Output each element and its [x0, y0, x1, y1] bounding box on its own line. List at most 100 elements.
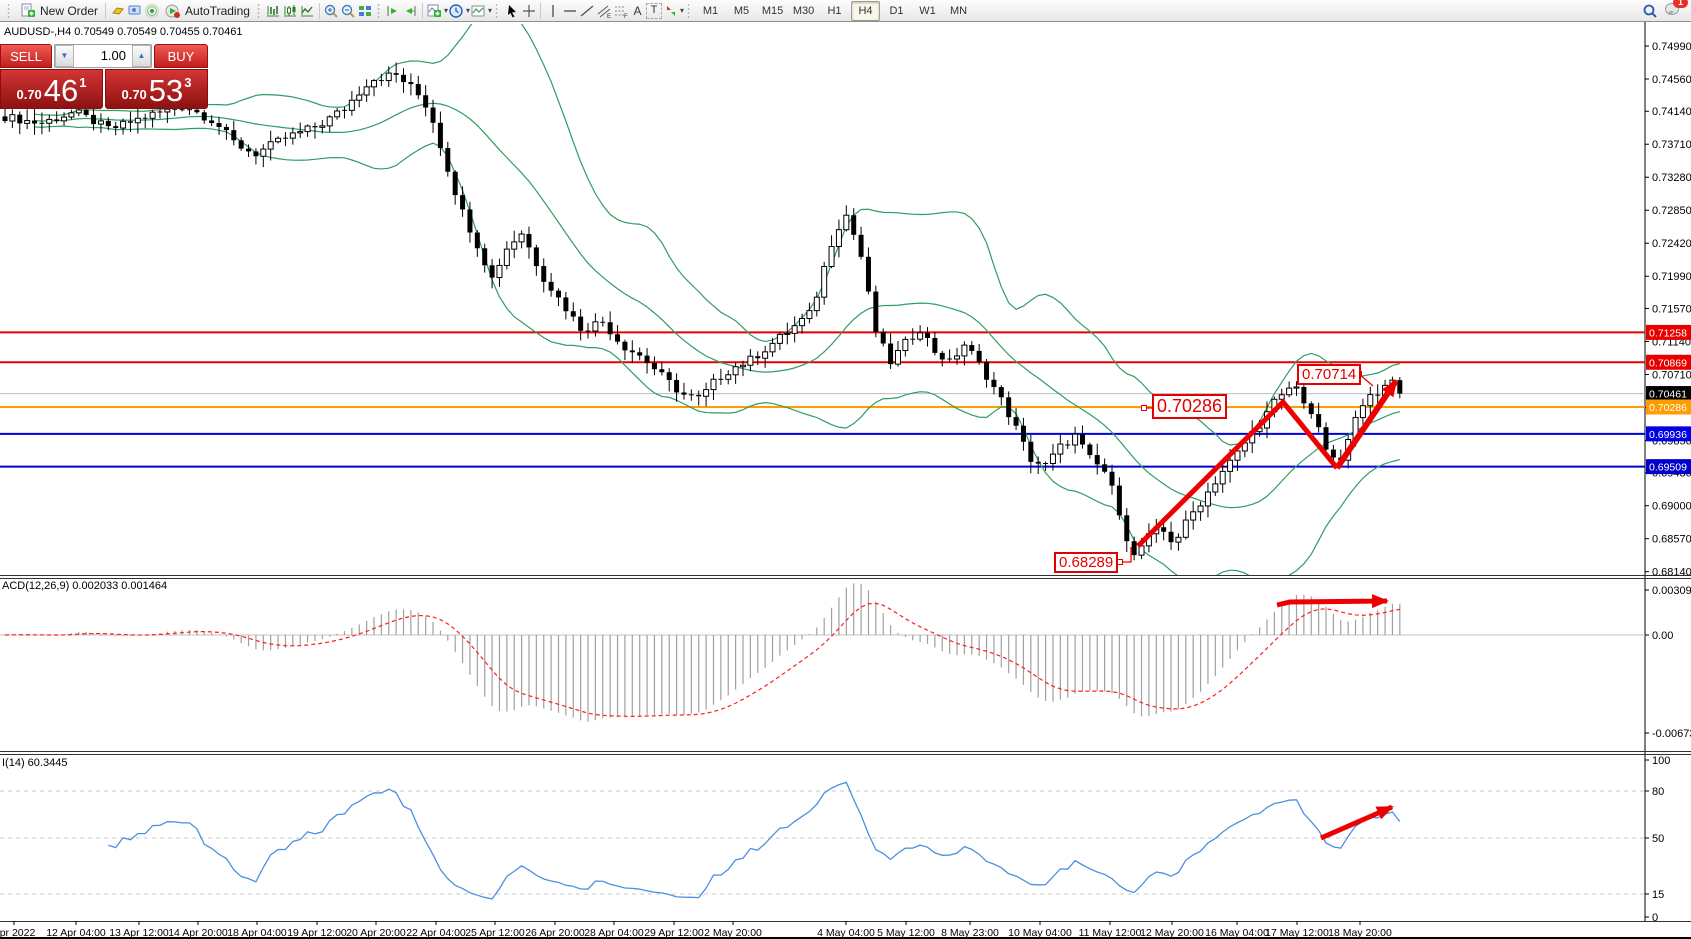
indicators-caret[interactable]: ▾	[443, 6, 448, 15]
timeframe-mn[interactable]: MN	[949, 4, 968, 17]
svg-text:E: E	[607, 14, 611, 19]
timeframe-group: M1 M5 M15 M30 H1 H4 D1 W1 MN	[695, 0, 974, 21]
volume-increase-button[interactable]: ▲	[132, 45, 151, 67]
rsi-layer	[0, 781, 1645, 900]
autotrading-button[interactable]: AutoTrading	[160, 1, 254, 21]
new-order-label: New Order	[40, 3, 99, 18]
chart-ohlc-header: AUDUSD-,H4 0.70549 0.70549 0.70455 0.704…	[4, 26, 243, 38]
gold-bar-icon[interactable]	[109, 3, 126, 19]
svg-text:10 May 04:00: 10 May 04:00	[1008, 927, 1072, 939]
svg-text:18 May 20:00: 18 May 20:00	[1328, 927, 1392, 939]
tile-windows-icon[interactable]	[357, 3, 374, 19]
volume-decrease-button[interactable]: ▼	[55, 45, 74, 67]
sell-price-quote[interactable]: 0.70 46 1	[0, 69, 103, 109]
timeframe-m5[interactable]: M5	[733, 4, 750, 17]
cursor-icon[interactable]	[503, 3, 520, 19]
svg-text:13 Apr 12:00: 13 Apr 12:00	[109, 927, 169, 939]
buy-price-quote[interactable]: 0.70 53 3	[105, 69, 208, 109]
timeframe-m1[interactable]: M1	[702, 4, 719, 17]
buy-button[interactable]: BUY	[154, 44, 208, 68]
volume-stepper: ▼ 1.00 ▲	[54, 44, 152, 68]
svg-text:Apr 2022: Apr 2022	[0, 927, 35, 939]
svg-text:22 Apr 04:00: 22 Apr 04:00	[406, 927, 466, 939]
svg-text:0.71990: 0.71990	[1652, 271, 1691, 283]
svg-text:19 Apr 12:00: 19 Apr 12:00	[287, 927, 347, 939]
candles-layer	[2, 62, 1403, 561]
macd-axis: 0.003095 0.00 -0.006731	[1645, 585, 1691, 740]
buy-price-pips: 53	[148, 73, 184, 108]
svg-text:26 Apr 20:00: 26 Apr 20:00	[525, 927, 585, 939]
autotrading-label: AutoTrading	[185, 3, 250, 18]
trend-annotations[interactable]	[1117, 371, 1399, 841]
svg-text:100: 100	[1652, 755, 1670, 767]
price-callout-0.70286[interactable]: 0.70286	[1152, 394, 1228, 419]
periods-caret[interactable]: ▾	[465, 6, 470, 15]
price-callout-0.68289[interactable]: 0.68289	[1054, 552, 1119, 573]
price-callout-0.70714[interactable]: 0.70714	[1297, 364, 1362, 385]
templates-caret[interactable]: ▾	[487, 6, 492, 15]
text-tool-icon[interactable]: A	[633, 3, 642, 18]
arrows-tool-icon[interactable]	[662, 3, 679, 19]
timeframe-h1[interactable]: H1	[827, 4, 842, 17]
sell-price-pips: 46	[43, 73, 79, 108]
one-click-trading-panel: SELL ▼ 1.00 ▲ BUY 0.70 46 1 0.70 53 3	[0, 44, 208, 109]
svg-text:0.69509: 0.69509	[1649, 462, 1687, 474]
svg-text:0.72850: 0.72850	[1652, 205, 1691, 217]
svg-text:20 Apr 20:00: 20 Apr 20:00	[346, 927, 406, 939]
toolbar-grip[interactable]	[7, 2, 12, 19]
svg-text:0.73280: 0.73280	[1652, 172, 1691, 184]
timeframe-h4[interactable]: H4	[851, 0, 881, 21]
trendline-icon[interactable]	[578, 3, 595, 19]
zoom-in-icon[interactable]	[323, 3, 340, 19]
chart-shift-icon[interactable]	[402, 3, 419, 19]
vertical-line-icon[interactable]	[544, 3, 561, 19]
crosshair-icon[interactable]	[520, 3, 537, 19]
templates-icon[interactable]	[470, 3, 487, 19]
fibonacci-icon[interactable]: F	[612, 3, 629, 20]
line-chart-icon[interactable]	[299, 3, 316, 19]
toolbar: New Order AutoTrading	[0, 0, 1691, 22]
horizontal-line-icon[interactable]	[561, 3, 578, 19]
chart-frame	[0, 22, 1691, 922]
new-order-button[interactable]: New Order	[15, 1, 102, 21]
new-order-icon	[19, 3, 36, 19]
macd-indicator-label: ACD(12,26,9) 0.002033 0.001464	[2, 580, 168, 592]
volume-value[interactable]: 1.00	[100, 48, 126, 63]
timeframe-w1[interactable]: W1	[919, 4, 936, 17]
buy-price-point: 3	[184, 75, 192, 90]
label-tool-icon[interactable]: T	[646, 2, 662, 19]
bollinger-bands	[34, 24, 1400, 575]
sell-button[interactable]: SELL	[0, 44, 52, 68]
svg-text:0: 0	[1652, 912, 1658, 924]
terminal-icon[interactable]	[126, 3, 143, 19]
auto-scroll-icon[interactable]	[385, 3, 402, 19]
timeframe-m30[interactable]: M30	[792, 4, 815, 17]
indicators-icon[interactable]	[426, 3, 443, 19]
autotrading-icon	[164, 3, 181, 19]
timeframe-d1[interactable]: D1	[889, 4, 904, 17]
timeframe-m15[interactable]: M15	[761, 4, 784, 17]
arrows-caret[interactable]: ▾	[680, 6, 685, 15]
svg-text:18 Apr 04:00: 18 Apr 04:00	[227, 927, 287, 939]
svg-text:0.71258: 0.71258	[1649, 327, 1687, 339]
search-icon[interactable]	[1641, 3, 1658, 19]
svg-text:0.70869: 0.70869	[1649, 357, 1687, 369]
rsi-axis: 100 80 50 15 0	[1645, 755, 1670, 924]
signals-icon[interactable]	[143, 3, 160, 19]
svg-text:F: F	[624, 14, 628, 19]
channel-icon[interactable]: E	[595, 3, 612, 20]
zoom-out-icon[interactable]	[340, 3, 357, 19]
sell-price-base: 0.70	[16, 87, 42, 102]
bar-chart-icon[interactable]	[265, 3, 282, 19]
periods-icon[interactable]	[448, 3, 465, 19]
svg-text:16 May 04:00: 16 May 04:00	[1205, 927, 1269, 939]
svg-text:0.73710: 0.73710	[1652, 139, 1691, 151]
candlestick-chart-icon[interactable]	[282, 3, 299, 19]
price-axis: 0.74990 0.74560 0.74140 0.73710 0.73280 0.728…	[1645, 41, 1691, 579]
svg-text:28 Apr 04:00: 28 Apr 04:00	[584, 927, 644, 939]
notifications-button[interactable]: 1	[1664, 0, 1688, 20]
svg-text:4 May 04:00: 4 May 04:00	[817, 927, 875, 939]
